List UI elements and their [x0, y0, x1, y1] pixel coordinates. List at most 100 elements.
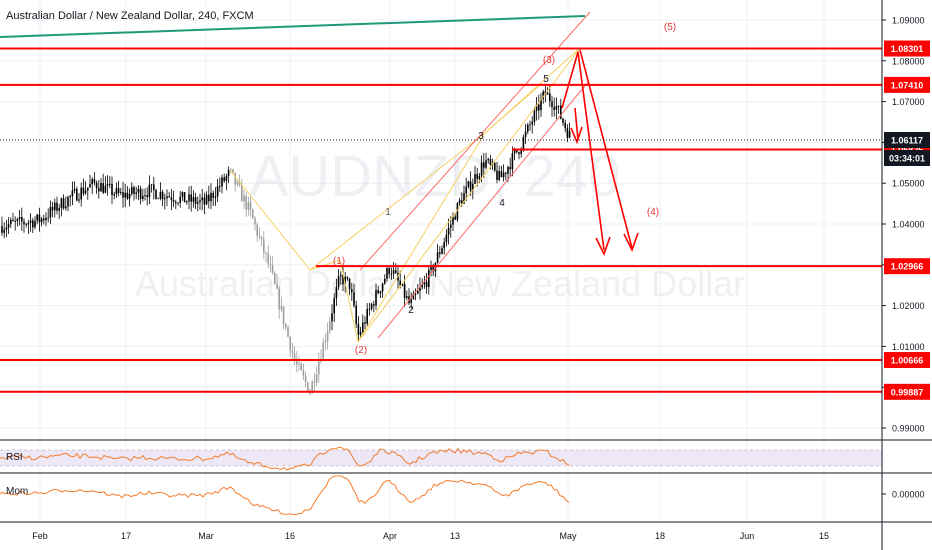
candle-body	[386, 268, 388, 279]
candle-body	[333, 298, 335, 314]
candle-body	[23, 221, 25, 225]
candle-body	[540, 98, 542, 111]
candle-body	[192, 197, 195, 202]
candle-body	[73, 189, 76, 191]
price-tick-label: 1.08000	[892, 56, 925, 66]
candle-body	[546, 93, 549, 95]
candle-body	[549, 93, 551, 102]
candle-body	[403, 283, 406, 298]
candle-body	[441, 248, 443, 254]
wave-label: (4)	[647, 207, 659, 218]
candle-body	[32, 220, 34, 228]
candle-body	[533, 110, 536, 122]
candle-body	[247, 202, 250, 210]
candle-body	[395, 270, 397, 273]
candle-body	[181, 192, 184, 197]
trend-line	[0, 15, 586, 38]
candle-body	[139, 188, 142, 199]
candle-body	[38, 214, 41, 223]
level-price-label: 0.99887	[891, 387, 924, 397]
wave-label: (1)	[333, 256, 345, 267]
candle-body	[428, 270, 430, 288]
price-tick-label: 1.04000	[892, 220, 925, 230]
harmonic-leg	[339, 259, 359, 343]
candle-body	[137, 188, 140, 193]
candle-body	[406, 296, 408, 298]
candle-body	[555, 106, 558, 110]
candle-body	[531, 121, 533, 125]
candle-body	[67, 197, 69, 207]
candle-body	[419, 287, 421, 291]
candle-body	[43, 218, 45, 221]
candle-body	[494, 163, 496, 171]
candle-body	[410, 299, 412, 304]
candle-body	[212, 192, 214, 198]
candle-body	[1, 226, 3, 233]
candle-body	[483, 162, 485, 168]
candle-body	[102, 183, 104, 193]
candle-body	[474, 174, 476, 184]
time-tick-label: 17	[121, 531, 131, 541]
candle-body	[76, 189, 78, 201]
candle-body	[199, 200, 201, 203]
candle-body	[390, 273, 393, 275]
candle-body	[80, 187, 82, 200]
candle-body	[65, 206, 67, 209]
candle-body	[458, 200, 461, 204]
candle-body	[498, 171, 500, 180]
candle-body	[401, 283, 404, 286]
candle-body	[388, 268, 390, 274]
candle-body	[84, 190, 87, 194]
candle-body	[500, 171, 503, 178]
candle-body	[109, 183, 111, 185]
mom-label: Mom	[6, 486, 29, 497]
wave-label: 3	[478, 131, 484, 142]
candle-body	[280, 306, 283, 310]
candle-body	[282, 306, 285, 325]
candle-body	[265, 252, 267, 254]
candle-body	[238, 181, 241, 186]
candle-body	[10, 219, 12, 225]
candle-body	[62, 198, 65, 209]
candle-body	[480, 162, 483, 176]
candle-body	[205, 194, 208, 205]
candle-body	[469, 181, 472, 191]
time-tick-label: 16	[285, 531, 295, 541]
candle-body	[131, 187, 133, 194]
candle-body	[542, 91, 544, 99]
candle-body	[518, 152, 520, 154]
candle-body	[353, 292, 355, 306]
candle-body	[439, 252, 441, 254]
grid-lines	[0, 0, 882, 522]
forecast-arrow-1	[561, 51, 605, 251]
price-tick-label: 1.07000	[892, 97, 925, 107]
candle-body	[133, 187, 135, 194]
candle-body	[5, 227, 8, 230]
candle-body	[335, 287, 338, 299]
candle-body	[36, 214, 38, 221]
candle-body	[375, 290, 377, 306]
candle-body	[348, 278, 351, 290]
harmonic-leg	[309, 259, 341, 271]
candle-body	[373, 304, 375, 306]
candle-body	[214, 196, 217, 198]
candle-body	[179, 196, 181, 203]
level-price-label: 1.00666	[891, 356, 924, 366]
candle-body	[232, 169, 234, 173]
candle-body	[318, 361, 320, 375]
candle-body	[456, 203, 459, 220]
indicator-panes: 0.00000	[0, 439, 932, 516]
wave-label: 5	[543, 74, 549, 85]
candle-body	[190, 194, 192, 202]
candle-body	[47, 217, 49, 219]
price-tick-label: 1.05000	[892, 179, 925, 189]
candle-body	[450, 224, 452, 228]
candle-body	[89, 184, 91, 188]
candle-body	[124, 192, 126, 198]
candle-body	[274, 272, 276, 284]
level-price-label: 1.05826	[891, 145, 924, 155]
candle-body	[3, 229, 5, 233]
candle-body	[324, 341, 327, 343]
candle-body	[172, 200, 175, 202]
